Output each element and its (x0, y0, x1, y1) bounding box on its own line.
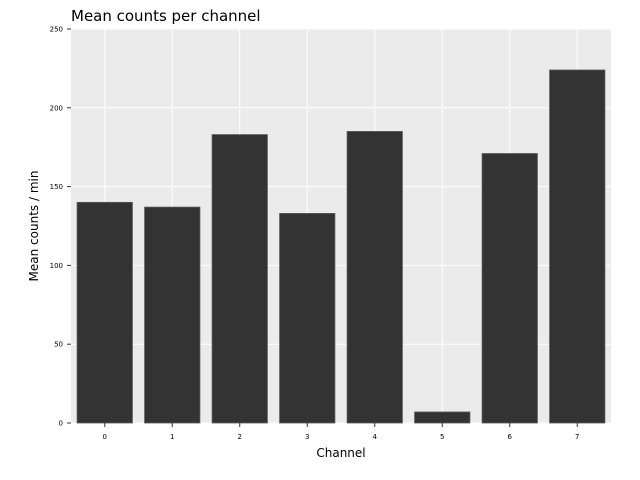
y-axis-ticks: 0 50 100 150 200 250 (50, 26, 71, 428)
bar-channel-1 (144, 206, 201, 424)
y-axis-label: Mean counts / min (27, 171, 41, 282)
bar-channel-0 (76, 201, 133, 424)
x-tick-label: 0 (103, 433, 107, 441)
x-tick-label: 7 (575, 433, 579, 441)
bar-channel-6 (481, 153, 538, 424)
x-tick-label: 1 (170, 433, 174, 441)
y-tick-label: 250 (50, 26, 63, 34)
x-tick-label: 6 (508, 433, 513, 441)
y-tick-label: 150 (50, 183, 63, 191)
bar-channel-5 (414, 411, 471, 424)
x-axis-ticks: 0 1 2 3 4 5 6 7 (103, 423, 579, 441)
bar-channel-2 (211, 134, 268, 424)
x-axis-label: Channel (316, 446, 365, 460)
y-tick-label: 200 (50, 104, 63, 112)
bar-channel-7 (549, 69, 606, 424)
bars (76, 69, 606, 424)
bar-channel-3 (279, 212, 336, 424)
bar-channel-4 (346, 131, 403, 424)
y-tick-label: 100 (50, 262, 63, 270)
x-tick-label: 5 (440, 433, 444, 441)
x-tick-label: 2 (238, 433, 242, 441)
chart-title: Mean counts per channel (71, 7, 261, 25)
y-tick-label: 0 (59, 420, 63, 428)
x-tick-label: 3 (305, 433, 309, 441)
y-tick-label: 50 (54, 341, 63, 349)
x-tick-label: 4 (373, 433, 378, 441)
